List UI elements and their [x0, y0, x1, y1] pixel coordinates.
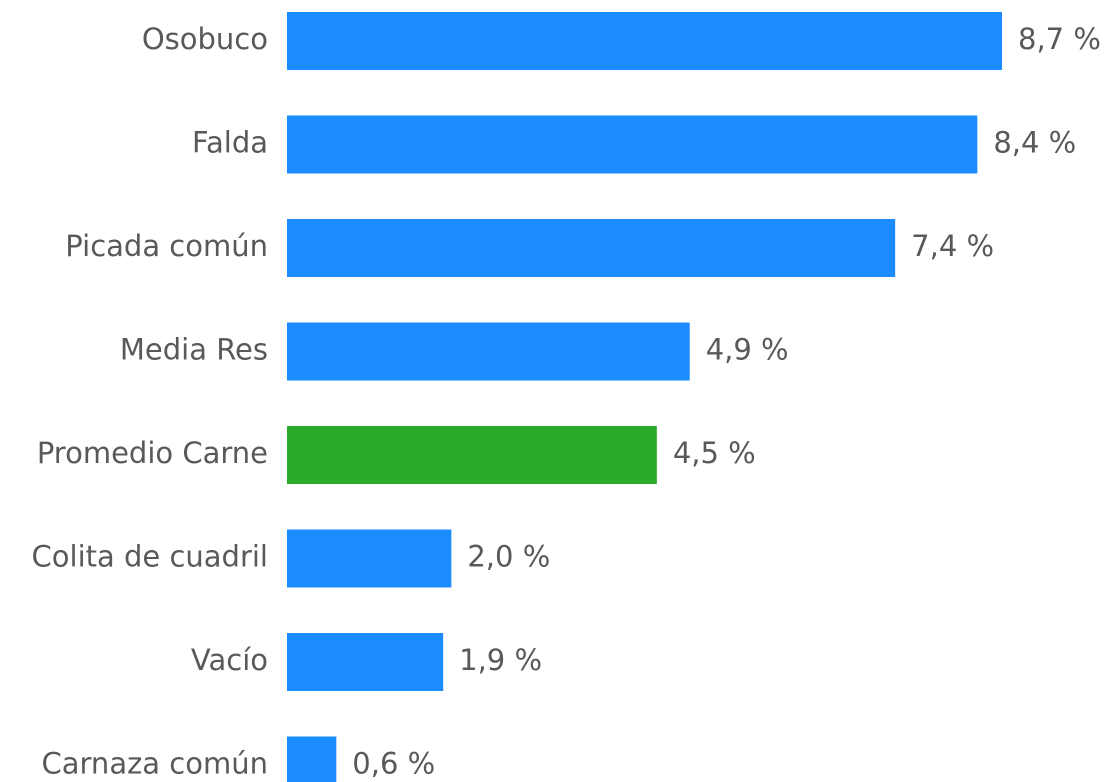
bar [287, 736, 337, 782]
bar [287, 115, 978, 174]
value-label: 8,7 % [1018, 22, 1101, 56]
value-label: 8,4 % [993, 126, 1076, 160]
category-label: Promedio Carne [37, 436, 268, 470]
bar [287, 633, 444, 691]
category-label: Vacío [191, 643, 268, 677]
value-label: 1,9 % [459, 643, 542, 677]
category-label: Colita de cuadril [32, 540, 268, 574]
bar [287, 426, 657, 484]
bar [287, 219, 896, 277]
value-label: 4,9 % [706, 333, 789, 367]
bar [287, 529, 452, 588]
category-label: Carnaza común [42, 747, 269, 781]
category-label: Falda [192, 126, 268, 160]
value-label: 4,5 % [673, 436, 756, 470]
category-label: Media Res [120, 333, 268, 367]
category-label: Osobuco [142, 22, 268, 56]
value-label: 0,6 % [352, 747, 435, 781]
category-label: Picada común [65, 229, 268, 263]
bar [287, 322, 690, 381]
value-label: 2,0 % [467, 540, 550, 574]
value-label: 7,4 % [911, 229, 994, 263]
bar [287, 12, 1002, 70]
